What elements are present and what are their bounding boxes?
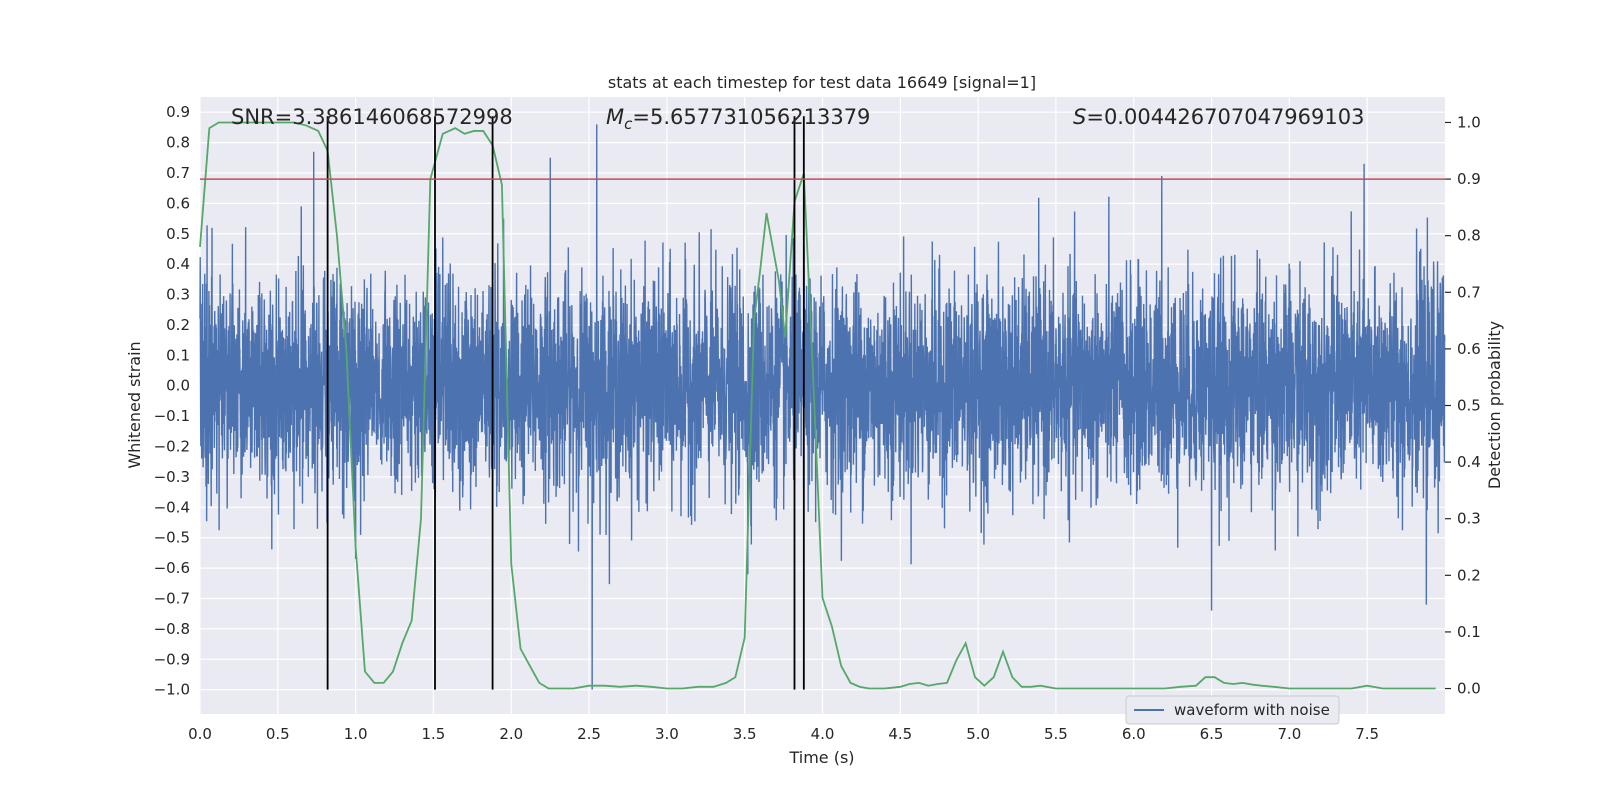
detection-probability-line	[199, 121, 1436, 690]
y-axis-ticks: 0.9 0.8 0.7 0.6 0.5 0.4 0.3 0.2 0.1 0.0 −0.1 −0.2 −0…	[154, 103, 190, 698]
y-tick-label: 0.7	[166, 164, 190, 182]
legend-entry-label: waveform with noise	[1174, 701, 1330, 719]
y2-tick-label: 0.6	[1457, 340, 1481, 358]
mc-subscript: c	[624, 115, 633, 133]
x-tick-label: 2.5	[577, 725, 601, 743]
y2-tick-label: 0.1	[1457, 623, 1481, 641]
y2-tick-label: 0.8	[1457, 227, 1481, 245]
y-tick-label: 0.4	[166, 255, 190, 273]
y-tick-label: −0.3	[154, 468, 190, 486]
y2-tick-label: 0.5	[1457, 397, 1481, 415]
probability-series	[199, 121, 1436, 690]
legend: waveform with noise	[1125, 695, 1340, 725]
y-tick-label: 0.1	[166, 346, 190, 364]
y2-axis-ticks: 1.0 0.9 0.8 0.7 0.6 0.5 0.4 0.3 0.2 0.1 0.0	[1445, 113, 1481, 698]
y-tick-label: −0.4	[154, 498, 190, 516]
vertical-markers	[326, 116, 805, 690]
x-tick-label: 1.0	[344, 725, 368, 743]
waveform-series	[199, 124, 1446, 690]
x-tick-label: 7.5	[1355, 725, 1379, 743]
y-tick-label: 0.9	[166, 103, 190, 121]
x-axis-label: Time (s)	[788, 748, 854, 767]
x-tick-label: 5.0	[966, 725, 990, 743]
x-tick-label: 4.5	[888, 725, 912, 743]
y-tick-label: 0.6	[166, 194, 190, 212]
y2-tick-label: 0.7	[1457, 283, 1481, 301]
y-tick-label: −1.0	[154, 681, 190, 699]
legend-box	[1125, 695, 1340, 725]
x-tick-label: 2.0	[499, 725, 523, 743]
y-tick-label: 0.0	[166, 377, 190, 395]
snr-annotation: SNR=3.386146068572998	[231, 105, 513, 129]
y-tick-label: −0.2	[154, 438, 190, 456]
chirp-mass-annotation: Mc=5.657731056213379	[606, 105, 870, 133]
mc-symbol: M	[606, 105, 624, 129]
y-tick-label: 0.2	[166, 316, 190, 334]
x-tick-label: 3.5	[733, 725, 757, 743]
y-tick-label: −0.5	[154, 529, 190, 547]
x-tick-label: 7.0	[1277, 725, 1301, 743]
y-axis-label: Whitened strain	[125, 341, 144, 468]
y-tick-label: −0.9	[154, 650, 190, 668]
y-tick-label: −0.6	[154, 559, 190, 577]
y2-tick-label: 0.9	[1457, 170, 1481, 188]
x-tick-label: 3.0	[655, 725, 679, 743]
y2-tick-label: 0.0	[1457, 680, 1481, 698]
y-tick-label: −0.7	[154, 590, 190, 608]
y-tick-label: −0.8	[154, 620, 190, 638]
x-axis-ticks: 0.0 0.5 1.0 1.5 2.0 2.5 3.0 3.5 4.0 4.5 5.0 5.5 6.0 6…	[188, 725, 1379, 743]
x-tick-label: 6.5	[1200, 725, 1224, 743]
y2-tick-label: 1.0	[1457, 113, 1481, 131]
x-tick-label: 0.5	[266, 725, 290, 743]
x-tick-label: 5.5	[1044, 725, 1068, 743]
s-value: =0.004426707047969103	[1086, 105, 1364, 129]
waveform-line	[199, 124, 1446, 690]
y2-tick-label: 0.4	[1457, 453, 1481, 471]
y-tick-label: 0.8	[166, 134, 190, 152]
y-tick-label: 0.3	[166, 286, 190, 304]
x-tick-label: 6.0	[1122, 725, 1146, 743]
s-symbol: S	[1073, 105, 1086, 129]
x-tick-label: 0.0	[188, 725, 212, 743]
y-tick-label: 0.5	[166, 225, 190, 243]
y2-tick-label: 0.3	[1457, 510, 1481, 528]
chart-title: stats at each timestep for test data 166…	[608, 73, 1036, 92]
mc-value: =5.657731056213379	[632, 105, 870, 129]
spin-annotation: S=0.004426707047969103	[1073, 105, 1364, 129]
y2-axis-label: Detection probability	[1485, 321, 1504, 489]
y2-tick-label: 0.2	[1457, 566, 1481, 584]
x-tick-label: 4.0	[811, 725, 835, 743]
x-tick-label: 1.5	[422, 725, 446, 743]
y-tick-label: −0.1	[154, 407, 190, 425]
